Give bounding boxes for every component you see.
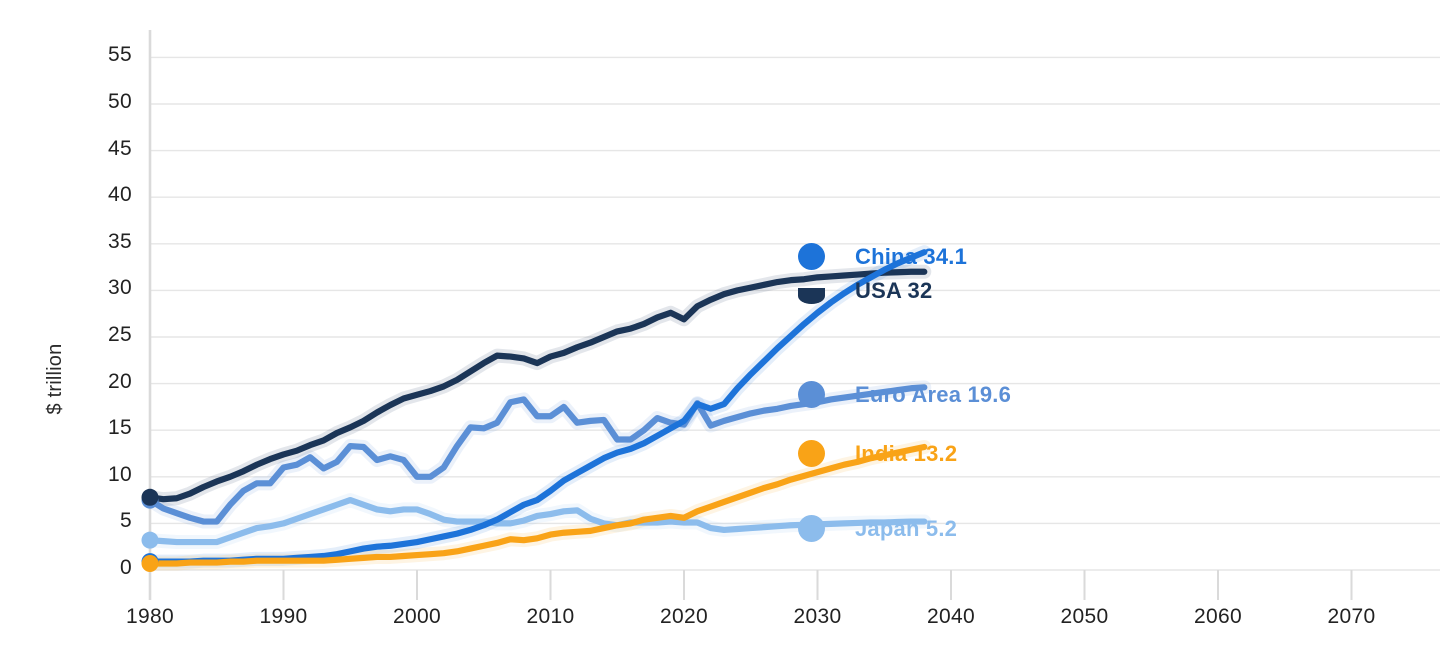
y-tick-label-25: 25 (108, 323, 132, 346)
legend-marker-china (798, 243, 825, 270)
x-tick-label-2060: 2060 (1194, 605, 1242, 628)
x-tick-label-2050: 2050 (1060, 605, 1109, 628)
x-tick-label-1980: 1980 (126, 605, 174, 628)
legend-label-india: India 13.2 (855, 440, 958, 466)
y-tick-label-10: 10 (108, 462, 132, 486)
legend-item-india[interactable]: India 13.2 (798, 440, 957, 467)
y-tick-label-15: 15 (108, 416, 132, 440)
x-tick-label-2000: 2000 (393, 605, 441, 628)
series-line-japan[interactable] (146, 497, 928, 546)
series-line-usa[interactable] (146, 268, 928, 503)
x-tick-label-2020: 2020 (660, 605, 708, 628)
series-start-dot-japan (141, 531, 159, 549)
legend-label-euro: Euro Area 19.6 (855, 381, 1012, 407)
legend-marker-euro (798, 381, 825, 408)
x-tick-label-2070: 2070 (1327, 605, 1376, 628)
y-tick-label-30: 30 (108, 276, 132, 300)
y-tick-label-45: 45 (108, 136, 132, 160)
legend-marker-usa (798, 288, 825, 304)
y-tick-label-50: 50 (108, 90, 132, 113)
legend-item-china[interactable]: China 34.1 (798, 243, 967, 270)
legend-item-usa[interactable]: USA 32 (798, 277, 932, 304)
y-tick-label-40: 40 (108, 183, 132, 207)
x-tick-label-1990: 1990 (259, 605, 308, 628)
y-tick-label-20: 20 (108, 369, 132, 393)
series-start-dot-india (141, 554, 159, 572)
series-line-euro-area[interactable] (146, 384, 928, 525)
y-tick-label-35: 35 (108, 229, 132, 253)
legend-label-usa: USA 32 (855, 277, 933, 303)
x-tick-label-2040: 2040 (927, 605, 975, 628)
x-tick-label-2030: 2030 (793, 605, 842, 628)
x-tick-label-2010: 2010 (526, 605, 575, 628)
legend-item-euro[interactable]: Euro Area 19.6 (798, 381, 1011, 408)
y-tick-label-5: 5 (120, 509, 132, 533)
y-tick-label-0: 0 (120, 556, 132, 579)
y-tick-label-55: 55 (108, 43, 132, 67)
series-start-dot-usa (141, 488, 159, 506)
legend-marker-india (798, 440, 825, 467)
legend-item-japan[interactable]: Japan 5.2 (798, 515, 957, 542)
legend-marker-japan (798, 515, 825, 542)
y-axis-title: $ trillion (44, 343, 66, 415)
series-line-india[interactable] (146, 443, 928, 567)
legend-label-japan: Japan 5.2 (855, 515, 958, 541)
legend-label-china: China 34.1 (855, 243, 968, 269)
